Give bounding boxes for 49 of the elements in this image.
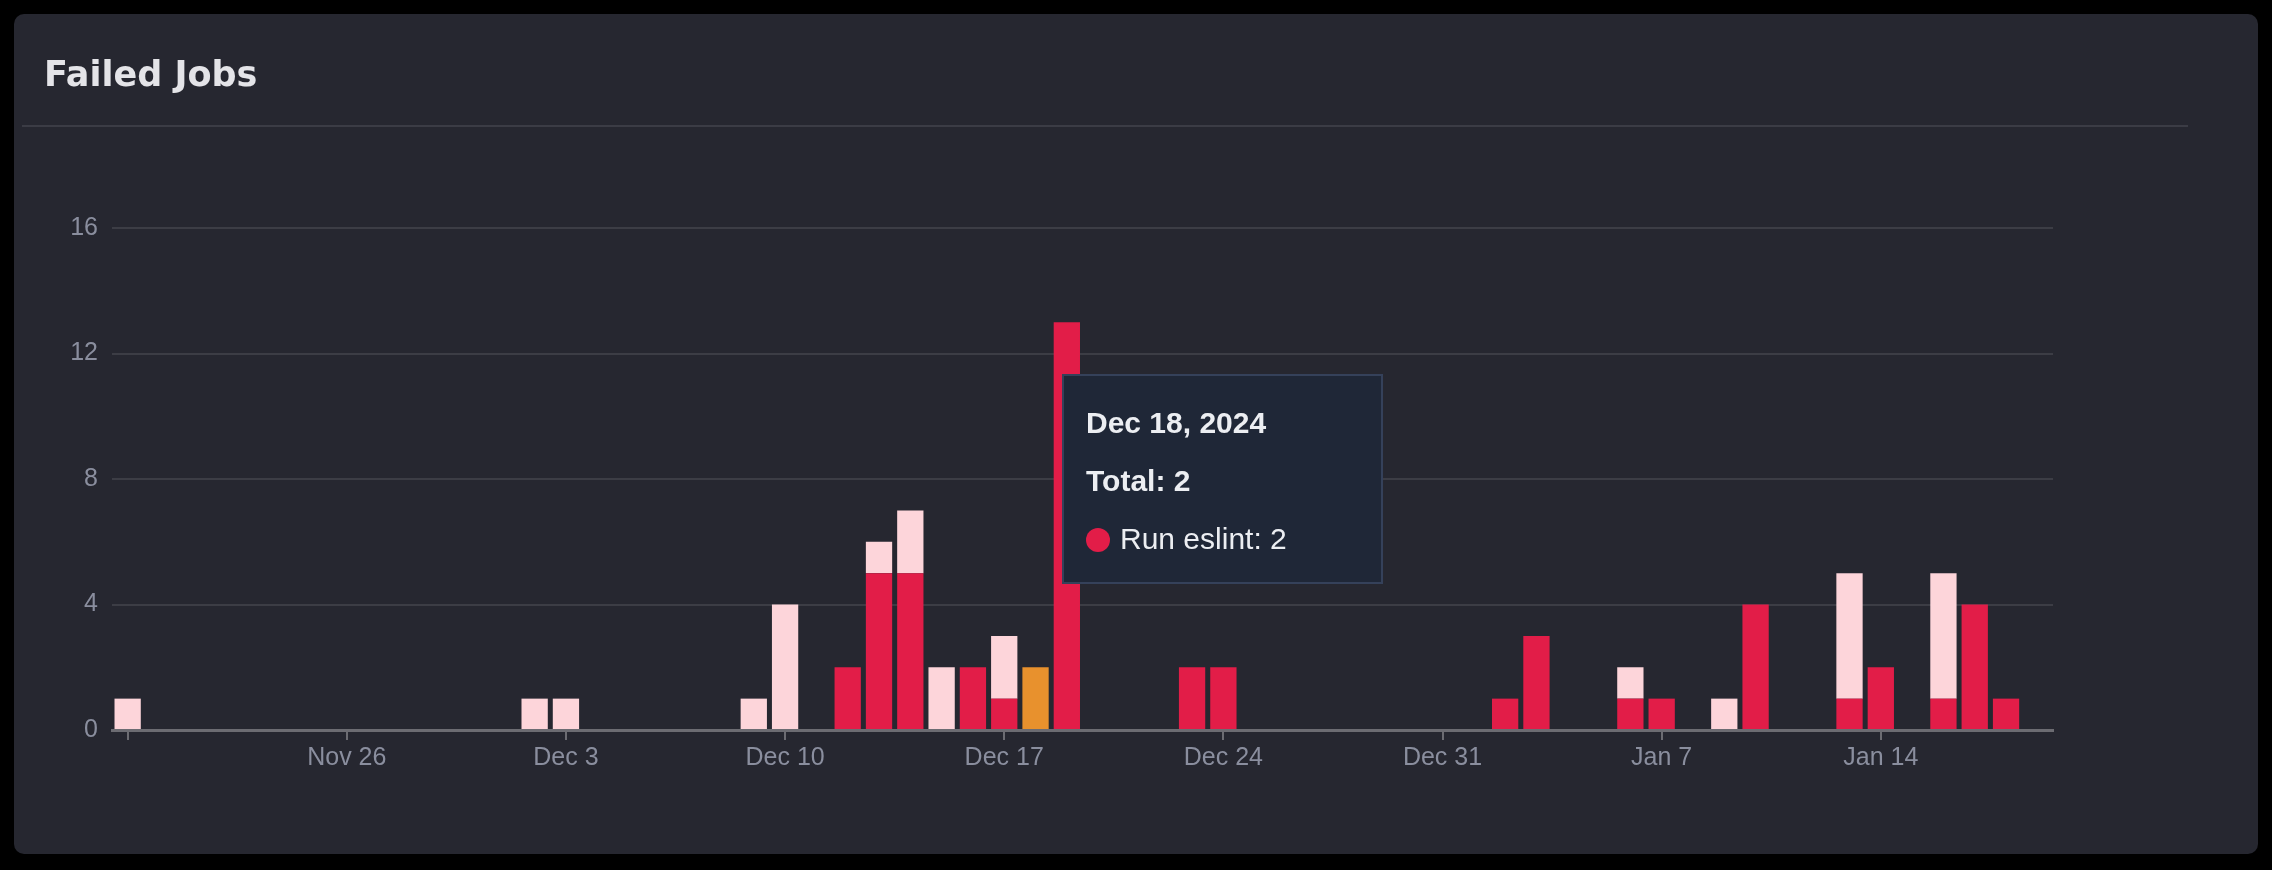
x-tick-label: Dec 10	[745, 741, 825, 770]
bar	[1491, 698, 1519, 729]
x-tick-label: Jan 14	[1843, 741, 1919, 770]
x-tick-label: Jan 7	[1631, 741, 1693, 770]
bar	[1617, 667, 1644, 699]
bar	[928, 667, 955, 729]
bar	[1022, 667, 1049, 729]
bar	[1178, 667, 1206, 729]
x-tick-label: Dec 31	[1402, 741, 1483, 770]
x-tick-label: Nov 26	[307, 741, 387, 770]
y-tick-label: 0	[84, 713, 98, 742]
bar	[865, 541, 893, 574]
bar	[1930, 573, 1957, 699]
bar	[771, 604, 799, 729]
bar	[1742, 604, 1769, 729]
annotation: Run eslint: 2	[1120, 522, 1287, 555]
bar	[1836, 698, 1863, 729]
bar	[991, 698, 1018, 729]
bar	[1992, 698, 2020, 729]
x-tick-label: Dec 24	[1183, 741, 1264, 770]
y-tick-label: 12	[70, 337, 98, 366]
bar	[1961, 604, 1988, 729]
bar	[1836, 573, 1863, 699]
y-tick-label: 4	[84, 588, 99, 617]
x-tick-label: Dec 3	[533, 741, 599, 770]
bar	[897, 510, 924, 574]
y-tick-label: 16	[70, 211, 98, 240]
bar	[1648, 698, 1675, 729]
y-tick-label: 8	[84, 462, 98, 491]
tooltip: Dec 18, 2024 Total: 2 Run eslint: 2	[1062, 374, 1383, 584]
bar	[834, 667, 861, 729]
bar	[897, 573, 924, 729]
chart-title: Failed Jobs	[44, 54, 258, 94]
bar	[1711, 698, 1738, 729]
bar	[991, 635, 1018, 699]
annotation: Dec 18, 2024	[1086, 405, 1268, 441]
bar	[1867, 667, 1894, 729]
bar	[1210, 667, 1237, 729]
bar	[1930, 698, 1957, 729]
bar	[740, 698, 767, 729]
bar	[865, 573, 893, 729]
bar	[114, 698, 141, 729]
bar	[1617, 698, 1644, 729]
bar	[959, 667, 987, 729]
annotation: Total: 2	[1086, 463, 1192, 499]
x-tick-label: Dec 17	[964, 741, 1044, 770]
bar	[1523, 635, 1550, 729]
bar	[552, 698, 580, 729]
bar	[521, 698, 548, 729]
